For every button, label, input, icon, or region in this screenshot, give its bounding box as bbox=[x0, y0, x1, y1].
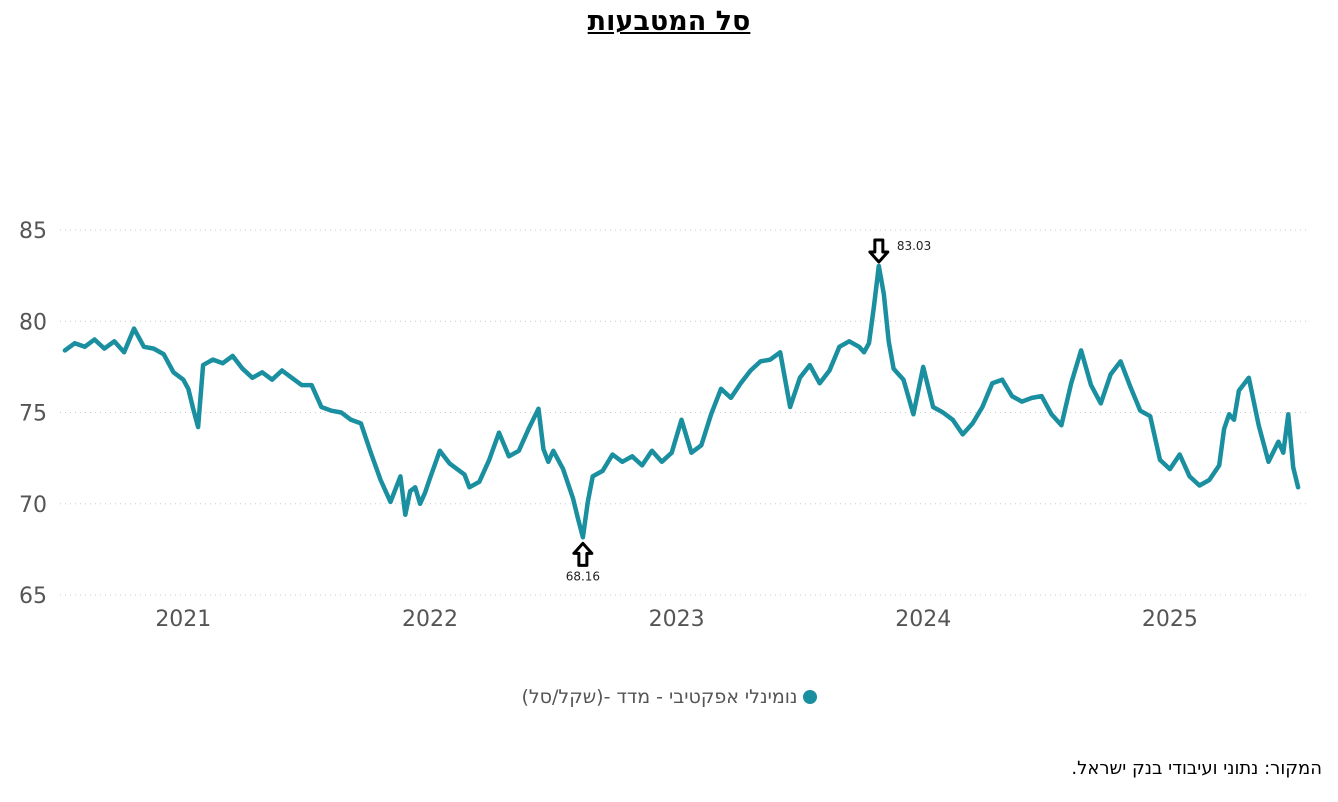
x-tick-label: 2023 bbox=[649, 607, 705, 632]
y-tick-label: 70 bbox=[19, 493, 47, 518]
y-axis: 65 70 75 80 85 bbox=[19, 219, 47, 609]
x-tick-label: 2025 bbox=[1142, 607, 1198, 632]
y-gridlines bbox=[60, 229, 1308, 596]
legend-marker bbox=[802, 690, 817, 704]
chart-canvas: 65 70 75 80 85 2021 2022 2023 2024 2025 83.03 68.… bbox=[19, 219, 1308, 632]
legend-label: נומינלי אפקטיבי - מדד -(שקל/סל) bbox=[521, 686, 798, 708]
annotation-value: 83.03 bbox=[897, 239, 931, 253]
y-tick-label: 65 bbox=[19, 584, 47, 609]
x-tick-label: 2022 bbox=[402, 607, 458, 632]
min-annotation: 68.16 bbox=[566, 541, 600, 583]
source-note: המקור: נתוני ועיבודי בנק ישראל. bbox=[1071, 758, 1322, 779]
down-arrow-icon bbox=[868, 238, 890, 264]
annotations: 83.03 68.16 bbox=[566, 238, 931, 583]
x-tick-label: 2024 bbox=[895, 607, 951, 632]
max-annotation: 83.03 bbox=[868, 238, 931, 264]
x-tick-label: 2021 bbox=[155, 607, 211, 632]
chart-title: סל המטבעות bbox=[587, 6, 751, 37]
series-line bbox=[62, 263, 1301, 540]
up-arrow-icon bbox=[572, 541, 594, 567]
annotation-value: 68.16 bbox=[566, 569, 600, 583]
x-axis: 2021 2022 2023 2024 2025 bbox=[155, 607, 1198, 632]
y-tick-label: 85 bbox=[19, 219, 47, 244]
y-tick-label: 75 bbox=[19, 402, 47, 427]
y-tick-label: 80 bbox=[19, 310, 47, 335]
legend[interactable]: נומינלי אפקטיבי - מדד -(שקל/סל) bbox=[0, 686, 1338, 708]
